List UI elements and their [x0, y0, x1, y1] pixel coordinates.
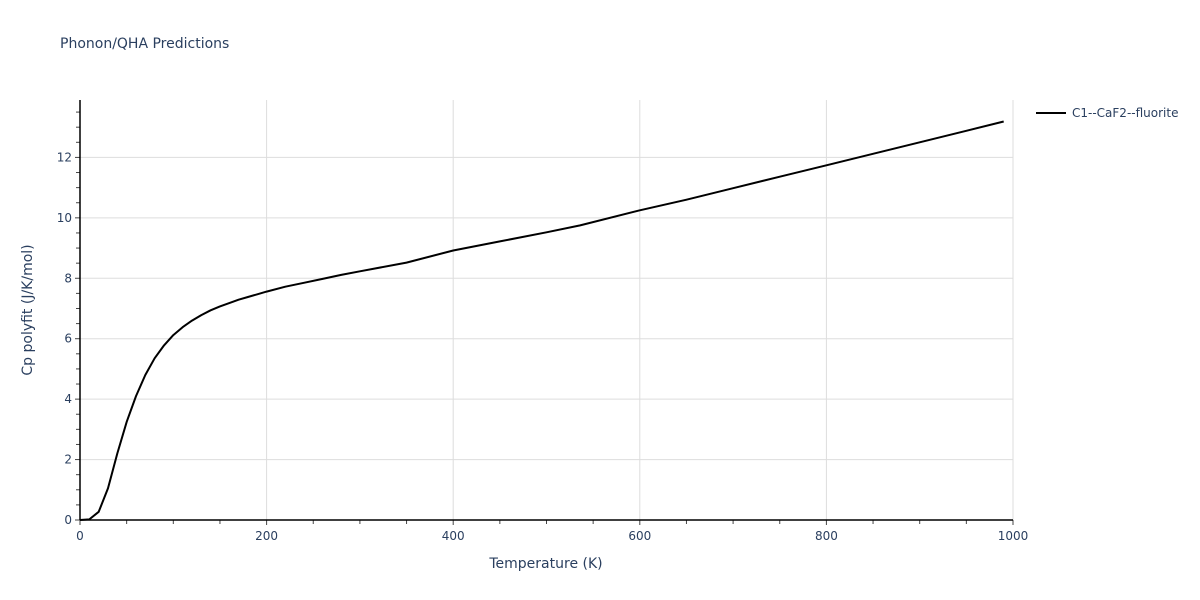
- y-tick-label: 12: [57, 150, 72, 164]
- chart-title: Phonon/QHA Predictions: [60, 36, 230, 52]
- axes: [75, 100, 1014, 525]
- x-tick-label: 600: [628, 529, 651, 543]
- y-tick-label: 4: [64, 392, 72, 406]
- y-tick-label: 10: [57, 211, 72, 225]
- gridlines: [80, 100, 1014, 520]
- y-tick-label: 8: [64, 271, 72, 285]
- x-axis-title: Temperature (K): [488, 556, 602, 572]
- legend-label: C1--CaF2--fluorite: [1072, 106, 1179, 120]
- x-tick-label: 800: [815, 529, 838, 543]
- y-tick-label: 6: [64, 332, 72, 346]
- x-tick-label: 1000: [998, 529, 1029, 543]
- data-line: [79, 120, 1004, 521]
- y-tick-label: 2: [64, 453, 72, 467]
- legend-line-icon: [1036, 112, 1066, 114]
- x-tick-label: 200: [255, 529, 278, 543]
- x-tick-label: 0: [76, 529, 84, 543]
- y-axis-title: Cp polyfit (J/K/mol): [20, 244, 36, 375]
- legend[interactable]: C1--CaF2--fluorite: [1036, 106, 1178, 120]
- x-tick-label: 400: [442, 529, 465, 543]
- y-tick-label: 0: [64, 513, 72, 527]
- tick-labels: 0 200 400 600 800 1000 0 2 4 6 8 10 12: [57, 150, 1029, 543]
